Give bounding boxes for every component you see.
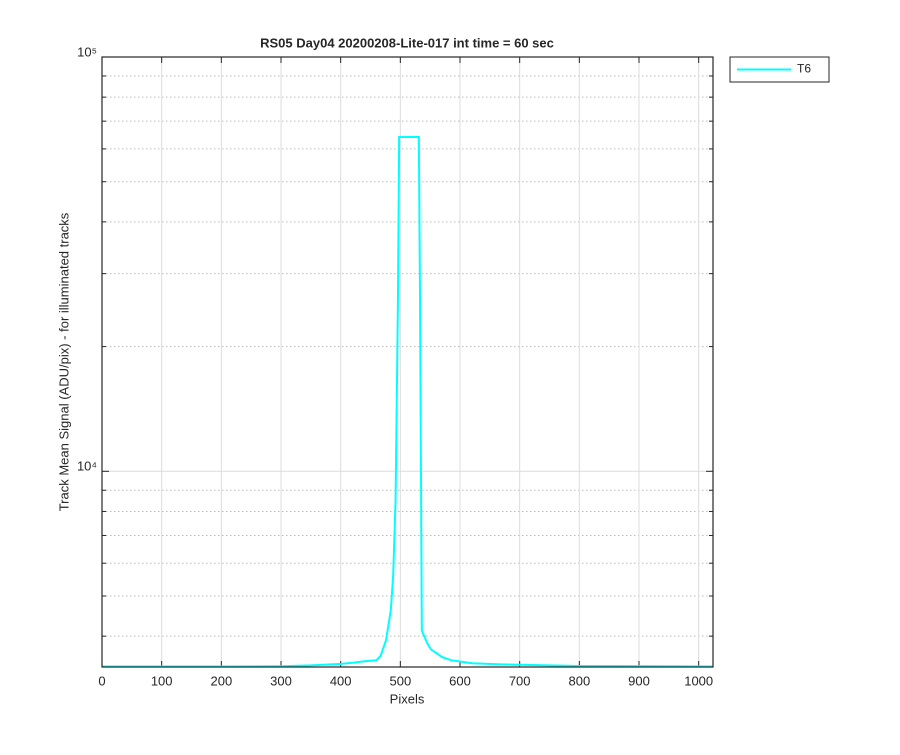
legend-label: T6 xyxy=(797,62,811,76)
x-tick-label: 300 xyxy=(270,673,292,688)
x-tick-label: 1000 xyxy=(684,673,713,688)
x-tick-label: 900 xyxy=(628,673,650,688)
x-tick-label: 100 xyxy=(151,673,173,688)
x-tick-label: 500 xyxy=(389,673,411,688)
y-tick-label: 10⁵ xyxy=(77,44,97,59)
x-tick-label: 700 xyxy=(509,673,531,688)
x-tick-label: 200 xyxy=(210,673,232,688)
chart-title: RS05 Day04 20200208-Lite-017 int time = … xyxy=(260,35,554,50)
x-tick-label: 600 xyxy=(449,673,471,688)
y-axis-label: Track Mean Signal (ADU/pix) - for illumi… xyxy=(56,212,71,511)
y-tick-label: 10⁴ xyxy=(77,459,97,474)
axes-box xyxy=(101,56,714,668)
x-tick-label: 0 xyxy=(98,673,105,688)
x-tick-label: 400 xyxy=(330,673,352,688)
x-tick-label: 800 xyxy=(568,673,590,688)
data-line xyxy=(102,136,714,668)
x-axis-label: Pixels xyxy=(390,691,425,706)
